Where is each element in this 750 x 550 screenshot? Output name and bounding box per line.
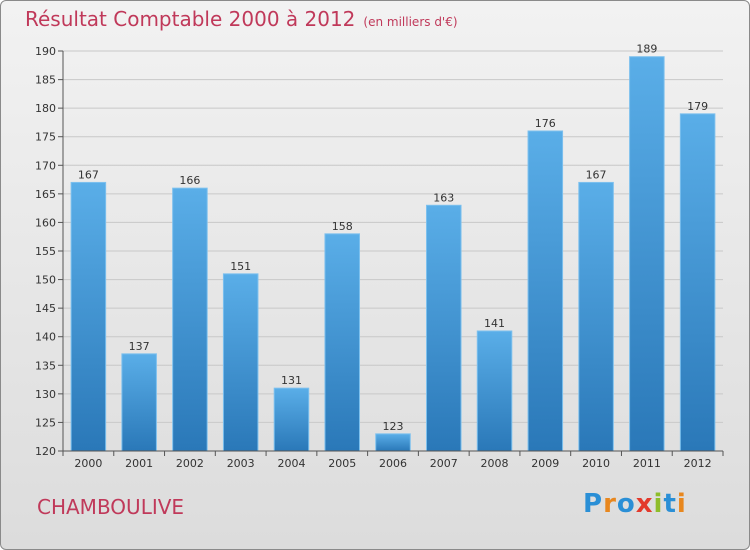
x-tick-label: 2002 [176,457,204,470]
x-tick-label: 2005 [328,457,356,470]
y-tick-label: 160 [35,216,56,229]
x-tick-label: 2004 [277,457,305,470]
logo-letter: o [616,489,636,519]
bar [679,113,716,452]
y-tick-label: 130 [35,388,56,401]
y-tick-label: 165 [35,188,56,201]
x-tick-label: 2001 [125,457,153,470]
logo-letter: r [603,489,617,519]
x-tick-label: 2012 [684,457,712,470]
x-tick-label: 2000 [74,457,102,470]
bar [375,433,411,452]
y-tick-label: 155 [35,245,56,258]
y-tick-label: 175 [35,131,56,144]
data-label: 137 [129,340,150,353]
bar [476,330,513,452]
data-label: 167 [586,168,607,181]
logo-letter: t [663,489,677,519]
data-label: 158 [332,220,353,233]
data-label: 151 [230,260,251,273]
data-label: 167 [78,168,99,181]
chart-title-text: Résultat Comptable 2000 à 2012 [25,7,356,31]
x-tick-label: 2003 [227,457,255,470]
bar [70,181,107,452]
logo-letter: i [653,489,664,519]
bar [629,56,665,452]
data-label: 179 [687,100,708,113]
x-tick-label: 2009 [531,457,559,470]
data-label: 176 [535,117,556,130]
data-label: 131 [281,374,302,387]
chart-title: Résultat Comptable 2000 à 2012 (en millie… [25,7,458,31]
proxiti-logo[interactable]: Proxiti [583,489,687,519]
y-tick-label: 180 [35,102,56,115]
x-tick-label: 2011 [633,457,661,470]
y-tick-label: 125 [35,416,56,429]
logo-letter: P [583,489,604,519]
x-tick-label: 2006 [379,457,407,470]
x-tick-label: 2008 [481,457,509,470]
bar [222,273,259,452]
bar [527,130,564,452]
bar [426,204,462,452]
data-label: 189 [636,43,657,56]
data-label: 141 [484,317,505,330]
y-tick-label: 190 [35,45,56,58]
logo-letter: i [676,489,687,519]
bar [172,187,208,452]
y-tick-label: 170 [35,159,56,172]
chart-subtitle: (en milliers d'€) [363,15,458,29]
y-tick-label: 185 [35,74,56,87]
data-label: 163 [433,191,454,204]
town-name: CHAMBOULIVE [37,495,185,519]
bar [121,353,157,452]
y-tick-label: 120 [35,445,56,458]
bar [324,233,360,452]
y-tick-label: 145 [35,302,56,315]
data-label: 123 [383,420,404,433]
data-label: 166 [179,174,200,187]
x-tick-label: 2010 [582,457,610,470]
x-tick-label: 2007 [430,457,458,470]
logo-letter: x [635,489,654,519]
y-tick-label: 135 [35,359,56,372]
y-tick-label: 150 [35,274,56,287]
bar [273,387,310,452]
y-tick-label: 140 [35,331,56,344]
bar [578,181,614,452]
